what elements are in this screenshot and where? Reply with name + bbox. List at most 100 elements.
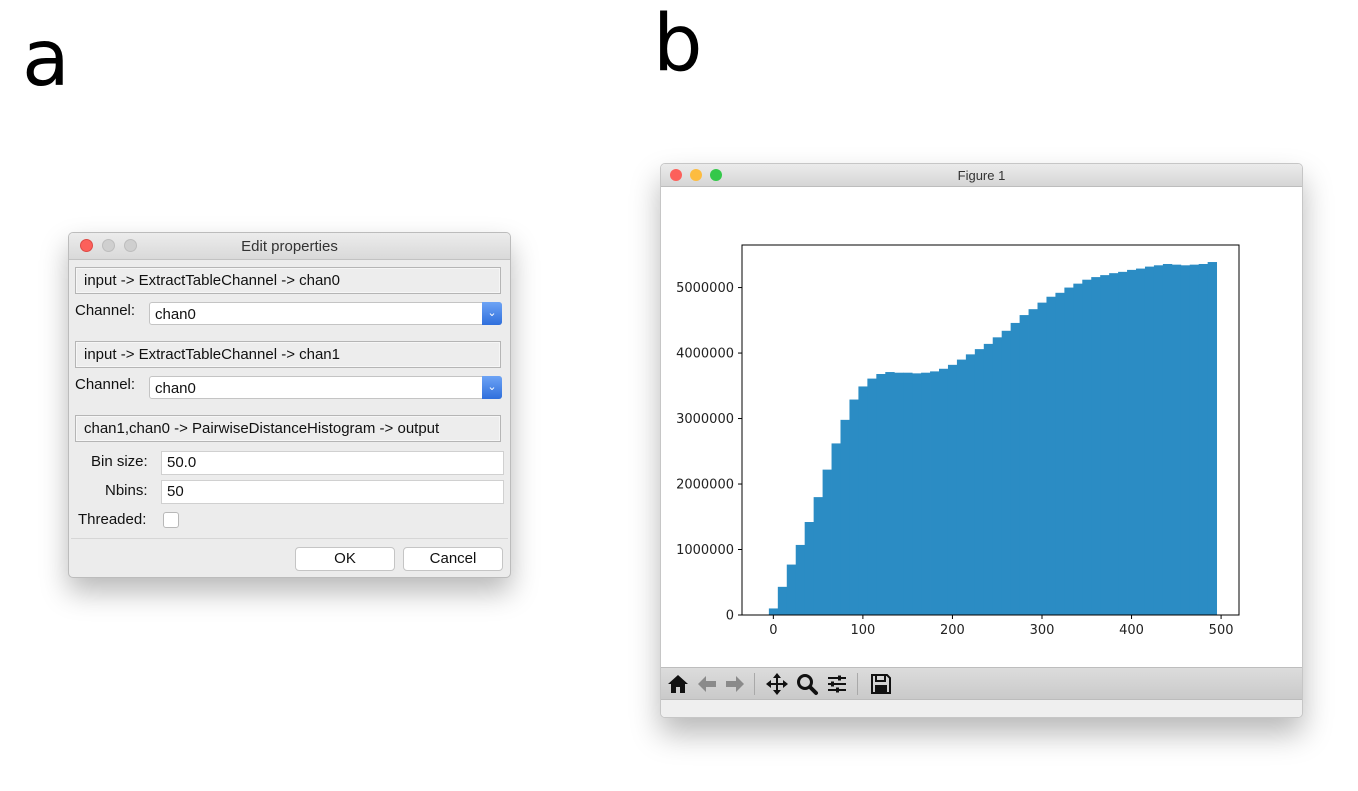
histogram-bar [1171,264,1182,615]
section-header-histogram: chan1,chan0 -> PairwiseDistanceHistogram… [75,415,501,442]
histogram-bar [840,419,850,615]
histogram-bar [1189,264,1200,615]
x-tick-label: 400 [1119,623,1144,638]
histogram-bar [1127,269,1137,615]
histogram-bar [1010,322,1021,615]
histogram-bar [813,497,823,615]
edit-properties-dialog: Edit properties input -> ExtractTableCha… [68,232,511,578]
histogram-bar [974,349,985,615]
zoom-window-icon[interactable] [710,169,722,181]
ok-button[interactable]: OK [295,547,395,571]
y-tick-label: 1000000 [676,543,734,558]
histogram-bar [1118,271,1128,615]
histogram-bar [1136,268,1146,615]
channel-select-2-value: chan0 [155,380,196,397]
channel-label-2: Channel: [75,376,136,393]
section-header-chan0: input -> ExtractTableChannel -> chan0 [75,267,501,294]
cancel-button[interactable]: Cancel [403,547,503,571]
histogram-bar [831,443,841,615]
channel-select-2[interactable]: chan0 ⌄ [149,376,502,399]
histogram-bar [804,522,815,615]
histogram-bar [1091,277,1101,615]
histogram-bar [992,337,1003,615]
dialog-divider [71,538,508,539]
histogram-bar [894,372,904,615]
histogram-bar [956,359,967,615]
histogram-bar [1028,309,1038,615]
y-tick-label: 2000000 [676,478,734,493]
y-tick-label: 0 [726,609,734,624]
nbins-input[interactable]: 50 [161,480,504,504]
x-tick-label: 0 [769,623,777,638]
x-tick-label: 200 [940,623,965,638]
histogram-bar [822,469,832,615]
section-header-chan1: input -> ExtractTableChannel -> chan1 [75,341,501,368]
histogram-bar [1100,275,1110,615]
chevron-down-icon[interactable]: ⌄ [482,376,502,399]
figure-statusbar [661,699,1302,717]
x-tick-label: 300 [1030,623,1055,638]
histogram-bar [885,372,895,615]
threaded-label: Threaded: [78,511,147,528]
histogram-bar [1180,265,1191,615]
histogram-bar [1019,315,1029,615]
histogram-bar [939,368,949,615]
y-tick-label: 4000000 [676,347,734,362]
histogram-bar [930,371,940,615]
bin-size-input[interactable]: 50.0 [161,451,504,475]
home-icon[interactable] [666,672,690,696]
histogram-bar [768,608,779,615]
close-window-icon[interactable] [670,169,682,181]
histogram-bar [903,372,913,615]
figure-titlebar: Figure 1 [661,164,1302,187]
zoom-icon[interactable] [795,672,819,696]
histogram-bar [1037,302,1047,615]
chevron-down-icon[interactable]: ⌄ [482,302,502,325]
histogram-bar [921,372,931,615]
dialog-titlebar: Edit properties [69,233,510,260]
histogram-bar [912,373,922,615]
channel-label-1: Channel: [75,302,136,319]
figure-toolbar [661,667,1302,700]
channel-select-1[interactable]: chan0 ⌄ [149,302,502,325]
histogram-bar [1198,263,1209,615]
threaded-checkbox[interactable] [163,512,179,528]
histogram-bar [849,399,859,615]
histogram-bar [965,354,976,615]
toolbar-separator [857,673,858,695]
save-icon[interactable] [869,672,893,696]
histogram-bar [1082,279,1092,615]
histogram-bar [1144,266,1155,615]
minimize-window-icon[interactable] [690,169,702,181]
histogram-bar [786,564,797,615]
forward-arrow-icon[interactable] [723,672,747,696]
x-tick-label: 500 [1209,623,1234,638]
histogram-bar [876,374,886,615]
histogram-bar [1109,273,1119,615]
panel-label-a: a [22,14,70,104]
channel-select-1-value: chan0 [155,306,196,323]
histogram-bar [1064,287,1074,615]
back-arrow-icon[interactable] [695,672,719,696]
bin-size-label: Bin size: [91,453,148,470]
plot-frame [741,244,1240,616]
pan-icon[interactable] [765,672,789,696]
histogram-bar [1153,265,1164,615]
minimize-window-icon[interactable] [102,239,115,252]
y-tick-label: 3000000 [676,412,734,427]
histogram-bar [777,586,788,615]
close-window-icon[interactable] [80,239,93,252]
zoom-window-icon[interactable] [124,239,137,252]
histogram-bar [1001,330,1012,615]
figure-window: Figure 1 0 100 200 300 400 500 0 1000000 2000000… [660,163,1303,718]
histogram-bar [947,364,958,615]
histogram-bar [795,544,806,615]
nbins-label: Nbins: [105,482,148,499]
histogram-bar [1207,262,1218,615]
histogram-plot: 0 100 200 300 400 500 0 1000000 2000000 3000000 40… [676,244,1240,638]
y-tick-label: 5000000 [676,281,734,296]
histogram-bar [1055,292,1065,615]
x-tick-label: 100 [850,623,875,638]
histogram-bar [858,386,868,615]
subplots-icon[interactable] [825,672,849,696]
